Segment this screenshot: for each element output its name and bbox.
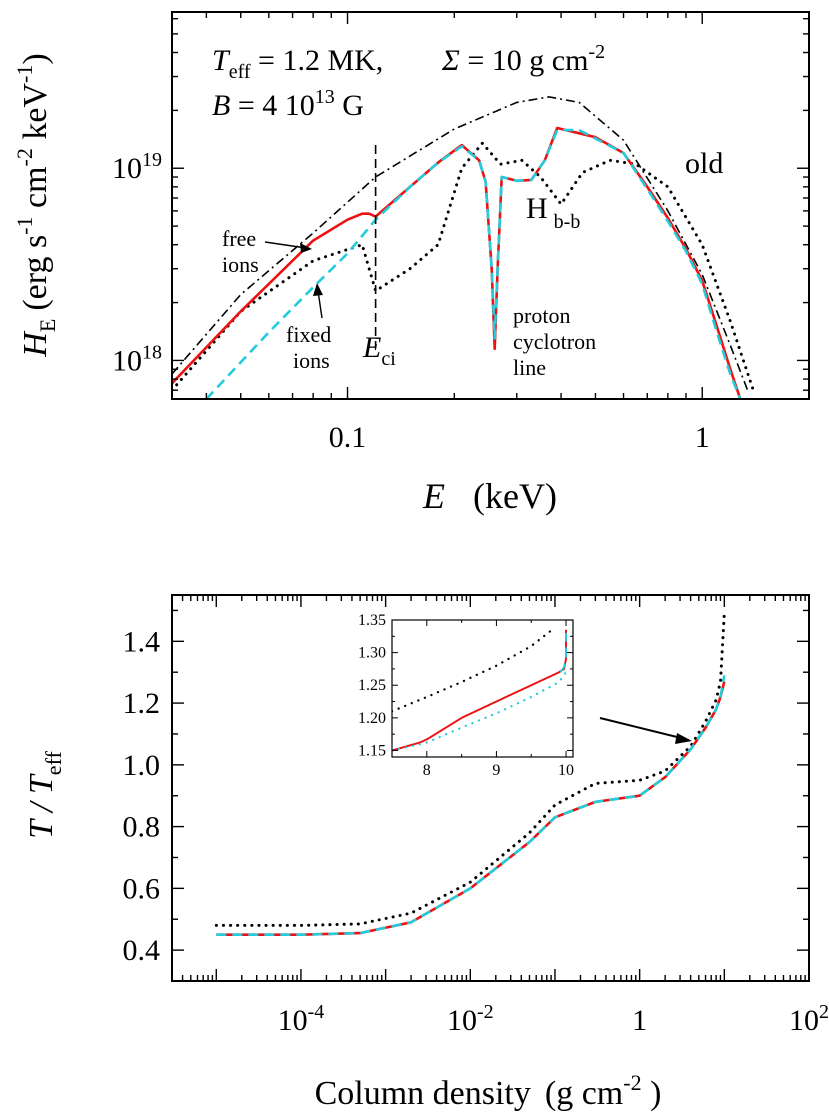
spectrum-y-tick-label: 1018 [112, 341, 162, 377]
temperature-curves [214, 612, 726, 936]
temperature-y-tick-label: 0.4 [123, 934, 161, 967]
free-ions-arrow [264, 241, 307, 249]
temperature-y-tick-label: 1.2 [123, 687, 161, 720]
inset-background [392, 620, 573, 757]
spectrum-panel: 0.1 1 1018 1019 Teff = 1.2 MK, Σ = 10 g cm-… [12, 11, 810, 516]
temperature-x-axis-label: Column density (g cm-2 ) [315, 1070, 662, 1112]
spectrum-series-dashdot-0 [172, 96, 750, 393]
temperature-y-tick-label: 1.0 [123, 749, 161, 782]
svg-text:HE(erg s-1 cm-2 keV-1): HE(erg s-1 cm-2 keV-1) [12, 53, 60, 357]
temperature-y-tick-label: 1.4 [123, 625, 161, 658]
temperature-axis-ticks [171, 595, 810, 982]
spectrum-x-tick-label: 1 [695, 421, 710, 454]
spectrum-y-axis-label: HE(erg s-1 cm-2 keV-1) [12, 53, 60, 357]
eci-label: Eci [362, 331, 396, 370]
spectrum-x-axis-label: E (keV) [422, 476, 557, 516]
temperature-x-tick-label: 1 [632, 1004, 647, 1037]
spectrum-series-dashed-3 [205, 128, 742, 399]
fixed-ions-label: fixed ions [286, 322, 331, 373]
free-ions-arrowhead [300, 243, 312, 253]
inset-y-tick-label: 1.20 [358, 710, 386, 727]
spectrum-axis-ticks [172, 12, 810, 399]
spectrum-curves [172, 96, 756, 399]
spectrum-tick-labels: 0.1 1 1018 1019 [112, 149, 710, 454]
temperature-x-tick-label: 10-4 [278, 1001, 325, 1037]
inset-y-tick-label: 1.30 [358, 645, 386, 662]
spectrum-series-dotted-1 [172, 141, 756, 395]
inset-panel: 8 9 10 1.15 1.20 1.25 1.30 1.35 [358, 612, 574, 779]
temperature-series-dotted-0 [214, 612, 726, 927]
inset-x-tick-label: 9 [492, 762, 500, 779]
inset-y-tick-label: 1.35 [358, 612, 386, 629]
temperature-series-dashed-2 [216, 675, 726, 936]
spectrum-y-tick-label: 1019 [112, 149, 162, 185]
inset-x-tick-label: 10 [558, 762, 574, 779]
inset-series-dotted-3 [392, 671, 568, 752]
svg-text:T / Teff: T / Teff [23, 750, 66, 838]
temperature-x-tick-label: 10-2 [447, 1001, 494, 1037]
old-label: old [685, 147, 723, 180]
free-ions-label: free ions [222, 226, 259, 277]
inset-y-tick-label: 1.25 [358, 677, 386, 694]
temperature-y-tick-label: 0.6 [123, 872, 161, 905]
inset-frame [391, 619, 574, 758]
inset-axis-ticks [391, 619, 573, 757]
temperature-plot-frame [171, 594, 810, 982]
spectrum-plot-frame [171, 11, 810, 400]
inset-tick-labels: 8 9 10 1.15 1.20 1.25 1.30 1.35 [358, 612, 574, 779]
inset-curves [392, 628, 568, 752]
temperature-y-tick-label: 0.8 [123, 811, 161, 844]
fixed-ions-arrow [317, 290, 323, 319]
teff-annotation: Teff = 1.2 MK, [212, 44, 383, 83]
temperature-x-tick-label: 102 [789, 1001, 829, 1037]
fixed-ions-arrowhead [313, 283, 323, 296]
temperature-y-axis-label: T / Teff [23, 750, 66, 838]
inset-pointer-arrowhead [675, 733, 692, 744]
spectrum-x-tick-label: 0.1 [329, 421, 367, 454]
temperature-tick-labels: 10-4 10-2 1 102 0.4 0.6 0.8 1.0 1.2 1.4 [123, 625, 829, 1037]
inset-series-dashed-2 [559, 633, 567, 673]
proton-cyclotron-label: proton cyclotron line [513, 303, 596, 380]
b-field-annotation: B = 4 1013 G [212, 86, 364, 122]
sigma-annotation: Σ = 10 g cm-2 [441, 41, 605, 77]
inset-pointer-arrow [599, 717, 682, 739]
inset-x-tick-label: 8 [423, 762, 431, 779]
inset-y-tick-label: 1.15 [358, 742, 386, 759]
